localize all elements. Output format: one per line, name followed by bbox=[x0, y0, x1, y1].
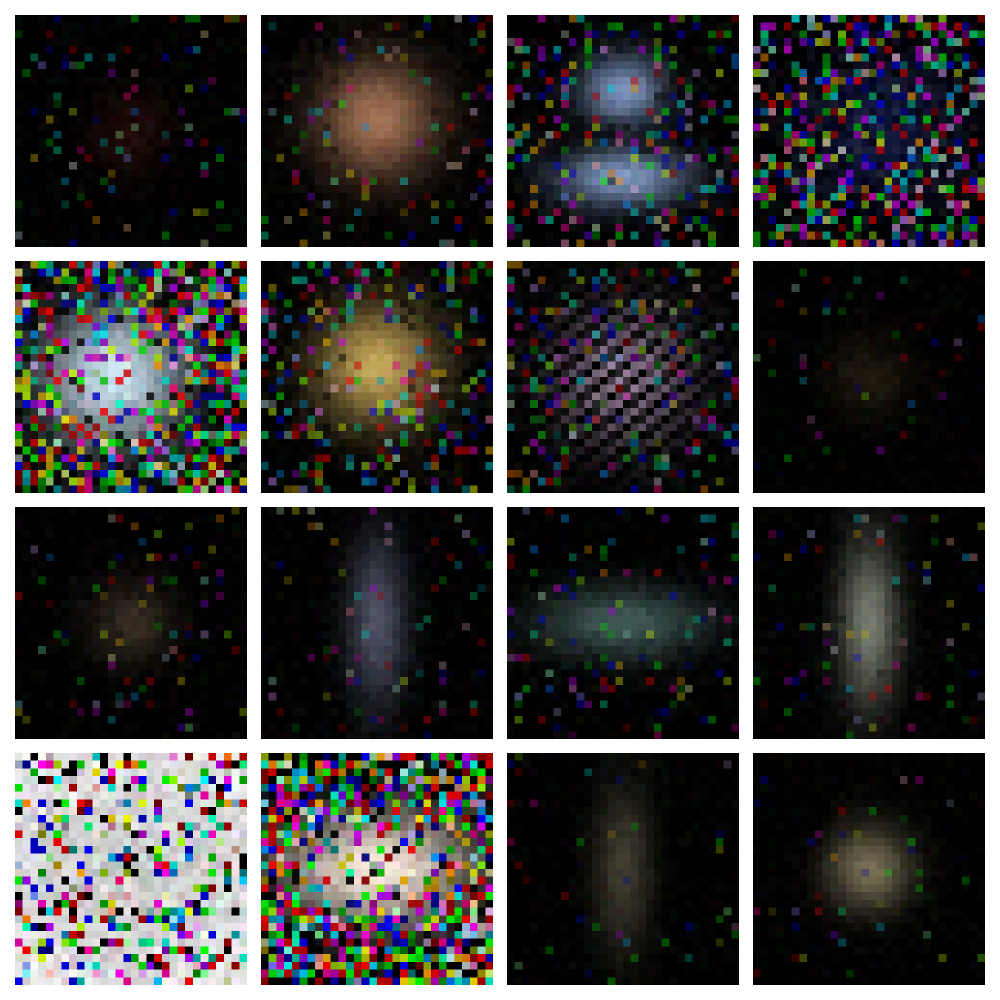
sample-pixels-15 bbox=[507, 753, 739, 985]
sample-image-8 bbox=[753, 261, 985, 493]
sample-pixels-10 bbox=[261, 507, 493, 739]
sample-image-9 bbox=[15, 507, 247, 739]
sample-image-7 bbox=[507, 261, 739, 493]
sample-pixels-16 bbox=[753, 753, 985, 985]
sample-pixels-12 bbox=[753, 507, 985, 739]
sample-pixels-9 bbox=[15, 507, 247, 739]
sample-pixels-14 bbox=[261, 753, 493, 985]
sample-pixels-2 bbox=[261, 15, 493, 247]
sample-pixels-7 bbox=[507, 261, 739, 493]
sample-image-12 bbox=[753, 507, 985, 739]
sample-pixels-4 bbox=[753, 15, 985, 247]
sample-pixels-5 bbox=[15, 261, 247, 493]
sample-image-14 bbox=[261, 753, 493, 985]
sample-image-11 bbox=[507, 507, 739, 739]
sample-image-4 bbox=[753, 15, 985, 247]
sample-image-10 bbox=[261, 507, 493, 739]
sample-image-6 bbox=[261, 261, 493, 493]
sample-pixels-3 bbox=[507, 15, 739, 247]
sample-pixels-13 bbox=[15, 753, 247, 985]
sample-image-5 bbox=[15, 261, 247, 493]
sample-image-3 bbox=[507, 15, 739, 247]
sample-image-15 bbox=[507, 753, 739, 985]
sample-pixels-11 bbox=[507, 507, 739, 739]
sample-image-1 bbox=[15, 15, 247, 247]
sample-pixels-6 bbox=[261, 261, 493, 493]
sample-pixels-1 bbox=[15, 15, 247, 247]
sample-image-16 bbox=[753, 753, 985, 985]
sample-image-13 bbox=[15, 753, 247, 985]
sample-pixels-8 bbox=[753, 261, 985, 493]
sample-image-2 bbox=[261, 15, 493, 247]
